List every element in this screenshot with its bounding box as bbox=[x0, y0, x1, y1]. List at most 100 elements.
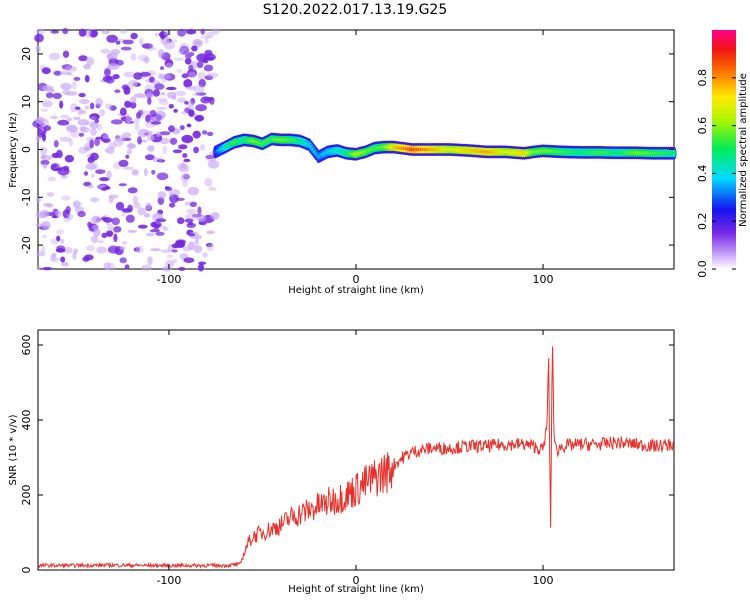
noise-blob bbox=[62, 50, 70, 58]
noise-blob bbox=[35, 28, 45, 35]
noise-blob bbox=[156, 159, 166, 163]
noise-blob bbox=[133, 202, 141, 209]
noise-blob bbox=[111, 217, 120, 226]
snr-panel: -100 0 100 0 200 400 600 Height of straight li… bbox=[8, 329, 675, 595]
noise-blob bbox=[53, 70, 62, 76]
noise-blob bbox=[186, 222, 196, 228]
noise-blob bbox=[171, 39, 178, 43]
noise-blob bbox=[118, 159, 129, 167]
noise-blob bbox=[136, 112, 141, 119]
noise-blob bbox=[60, 82, 72, 91]
noise-blob bbox=[34, 33, 44, 43]
spectrogram-xlabel: Height of straight line (km) bbox=[288, 285, 424, 296]
noise-blob bbox=[206, 244, 215, 252]
noise-blob bbox=[163, 31, 172, 36]
noise-blob bbox=[112, 74, 120, 80]
noise-blob bbox=[42, 234, 47, 239]
noise-blob bbox=[201, 130, 208, 135]
noise-blob bbox=[145, 114, 152, 123]
colorbar-label: Normalized spectral amplitude bbox=[738, 73, 749, 227]
noise-blob bbox=[125, 214, 135, 223]
noise-blob bbox=[171, 243, 181, 249]
noise-blob bbox=[208, 187, 217, 191]
colorbar-tick-label: 0.0 bbox=[696, 260, 709, 278]
noise-blob bbox=[203, 64, 214, 72]
snr-ylabel: SNR (10 * v/v) bbox=[8, 414, 19, 485]
noise-blob bbox=[204, 38, 209, 44]
noise-blob bbox=[100, 216, 108, 221]
noise-blob bbox=[181, 73, 189, 79]
noise-blob bbox=[134, 93, 145, 99]
noise-blob bbox=[59, 100, 64, 109]
noise-blob bbox=[85, 56, 95, 66]
noise-blob bbox=[176, 162, 188, 171]
noise-blob bbox=[195, 92, 207, 96]
noise-blob bbox=[89, 102, 95, 110]
noise-blob bbox=[113, 226, 122, 233]
noise-blob bbox=[50, 254, 56, 262]
y-tick-label: 10 bbox=[20, 95, 33, 109]
noise-blob bbox=[198, 263, 204, 272]
noise-blob bbox=[65, 206, 71, 214]
noise-blob bbox=[41, 267, 53, 271]
noise-blob bbox=[211, 28, 220, 35]
noise-blob bbox=[127, 187, 138, 194]
colorbar-ticks: 0.0 0.2 0.4 0.6 0.8 bbox=[696, 69, 736, 278]
noise-blob bbox=[90, 127, 97, 136]
noise-blob bbox=[147, 134, 155, 141]
noise-blob bbox=[200, 35, 212, 40]
noise-blob bbox=[178, 144, 188, 150]
noise-blob bbox=[85, 163, 97, 170]
noise-blob bbox=[68, 138, 73, 147]
noise-blob bbox=[198, 234, 203, 240]
noise-blob bbox=[84, 105, 89, 110]
noise-blob bbox=[197, 216, 207, 223]
noise-blob bbox=[89, 197, 101, 202]
noise-blob bbox=[154, 32, 159, 37]
noise-blob bbox=[155, 131, 161, 138]
noise-blob bbox=[104, 149, 110, 153]
noise-blob bbox=[159, 30, 166, 40]
noise-blob bbox=[157, 73, 164, 80]
noise-blob bbox=[125, 115, 132, 124]
noise-blob bbox=[127, 79, 139, 87]
noise-blob bbox=[147, 145, 155, 152]
noise-blob bbox=[100, 48, 111, 54]
noise-blob bbox=[147, 256, 153, 265]
noise-blob bbox=[185, 53, 192, 59]
noise-blob bbox=[173, 57, 185, 61]
noise-blob bbox=[133, 118, 140, 124]
noise-blob bbox=[209, 96, 215, 105]
noise-blob bbox=[95, 97, 103, 107]
noise-blob bbox=[121, 213, 126, 217]
noise-blob bbox=[119, 246, 126, 251]
noise-blob bbox=[78, 92, 86, 98]
noise-blob bbox=[65, 91, 78, 96]
noise-blob bbox=[141, 264, 152, 271]
noise-blob bbox=[197, 206, 202, 215]
noise-blob bbox=[183, 158, 191, 163]
noise-blob bbox=[204, 177, 213, 187]
noise-blob bbox=[106, 146, 115, 154]
noise-blob bbox=[107, 63, 120, 70]
noise-blob bbox=[203, 56, 214, 61]
noise-blob bbox=[159, 73, 172, 80]
noise-blob bbox=[206, 230, 215, 235]
noise-blob bbox=[205, 242, 213, 248]
noise-blob bbox=[151, 169, 156, 175]
noise-blob bbox=[134, 122, 140, 132]
noise-blob bbox=[91, 215, 101, 224]
noise-blob bbox=[90, 173, 95, 178]
noise-blob bbox=[92, 224, 100, 230]
noise-blob bbox=[169, 137, 178, 145]
noise-blob bbox=[129, 101, 137, 109]
noise-blob bbox=[86, 137, 96, 142]
noise-blob bbox=[66, 125, 79, 133]
noise-blob bbox=[106, 34, 118, 43]
noise-blob bbox=[101, 29, 110, 35]
noise-blob bbox=[96, 184, 106, 189]
noise-blob bbox=[90, 196, 98, 203]
noise-blob bbox=[165, 62, 173, 69]
noise-blob bbox=[127, 229, 137, 233]
